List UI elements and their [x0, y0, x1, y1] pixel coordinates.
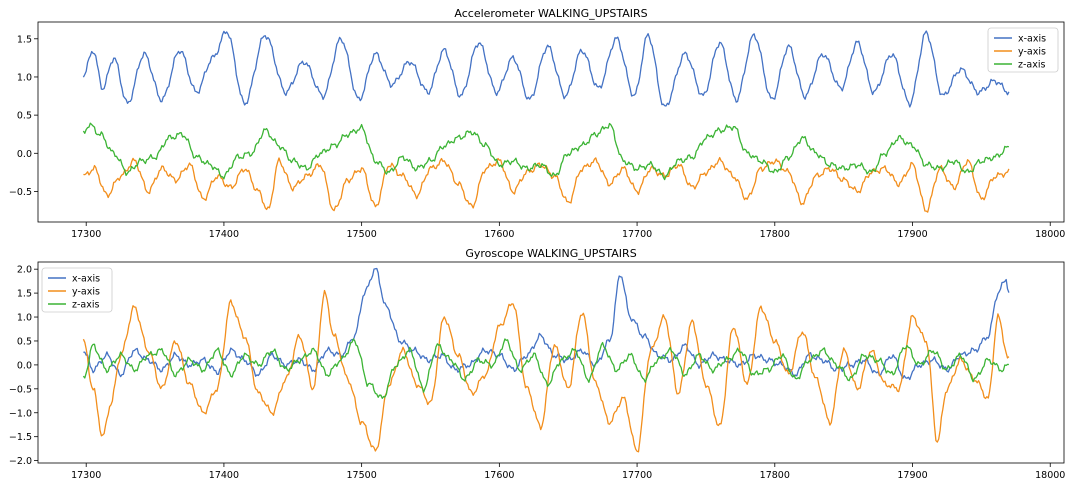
gyroscope-panel: Gyroscope WALKING_UPSTAIRS 17300 17400 1750… [9, 247, 1065, 481]
y-tick-label: 0.5 [17, 111, 32, 122]
y-tick-label: 0.0 [17, 149, 32, 160]
x-tick-label: 17600 [484, 470, 514, 481]
y-tick-label: 1.0 [17, 72, 32, 83]
chart-title: Gyroscope WALKING_UPSTAIRS [465, 247, 636, 260]
x-tick-label: 17700 [622, 470, 652, 481]
x-tick-label: 17800 [760, 470, 790, 481]
legend-box [987, 27, 1059, 73]
x-tick-label: 17400 [209, 470, 239, 481]
y-tick-label: 0.0 [17, 360, 32, 371]
y-tick-label: 1.5 [17, 289, 32, 300]
chart-title: Accelerometer WALKING_UPSTAIRS [454, 7, 647, 20]
accelerometer-panel: Accelerometer WALKING_UPSTAIRS 17300 17400… [9, 7, 1065, 240]
x-tick-label: 17500 [347, 470, 377, 481]
y-tick-label: −0.5 [9, 187, 32, 198]
x-tick-label: 17900 [897, 470, 927, 481]
legend: x-axis y-axis z-axis [987, 27, 1059, 73]
series-line-x-axis [82, 30, 1010, 108]
x-tick-label: 18000 [1035, 470, 1065, 481]
x-tick-label: 17400 [209, 229, 239, 240]
series-line-y-axis [82, 289, 1010, 453]
y-tick-label: 1.0 [17, 313, 32, 324]
plot-frame [37, 261, 1065, 464]
x-tick-label: 17900 [897, 229, 927, 240]
y-tick-label: −1.0 [9, 408, 32, 419]
plot-frame [37, 21, 1065, 223]
x-tick-label: 17800 [760, 229, 790, 240]
series-line-y-axis [83, 156, 1010, 213]
y-tick-label: −2.0 [9, 456, 32, 467]
series-line-z-axis [82, 338, 1009, 399]
legend-label: x-axis [72, 274, 100, 285]
x-tick-label: 17700 [622, 229, 652, 240]
legend-label: y-axis [1018, 47, 1046, 58]
legend-label: z-axis [72, 300, 99, 311]
x-tick-label: 17300 [71, 229, 101, 240]
series-line-x-axis [83, 267, 1010, 381]
x-tick-label: 18000 [1035, 229, 1065, 240]
legend-label: x-axis [1018, 34, 1046, 45]
y-tick-label: 2.0 [17, 265, 32, 276]
legend-label: z-axis [1018, 60, 1045, 71]
legend: x-axis y-axis z-axis [41, 267, 113, 313]
y-tick-label: 1.5 [17, 34, 32, 45]
x-tick-label: 17300 [71, 470, 101, 481]
y-tick-label: −1.5 [9, 432, 32, 443]
x-tick-label: 17500 [347, 229, 377, 240]
legend-label: y-axis [72, 287, 100, 298]
x-tick-label: 17600 [484, 229, 514, 240]
y-tick-label: −0.5 [9, 384, 32, 395]
legend-box [41, 267, 113, 313]
y-tick-label: 0.5 [17, 336, 32, 347]
series-line-z-axis [82, 122, 1010, 181]
